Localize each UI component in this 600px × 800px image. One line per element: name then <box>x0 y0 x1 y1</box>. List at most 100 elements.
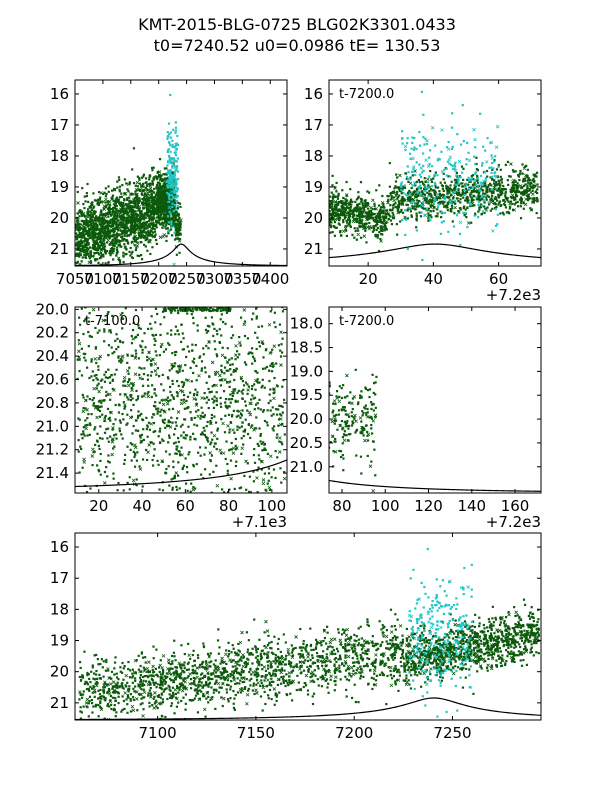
data-point <box>268 393 271 396</box>
data-point <box>410 215 413 218</box>
data-point <box>145 202 148 205</box>
data-point <box>163 221 167 224</box>
data-point <box>425 197 428 200</box>
data-point <box>79 210 82 213</box>
data-point <box>422 113 425 116</box>
data-point <box>254 331 257 334</box>
data-point <box>362 224 365 228</box>
data-point <box>120 210 123 214</box>
data-point <box>203 366 207 369</box>
data-point <box>83 207 86 210</box>
data-point <box>86 240 89 244</box>
data-point <box>79 228 82 231</box>
data-point <box>169 160 172 163</box>
data-point <box>123 407 126 410</box>
data-point <box>358 220 361 223</box>
data-point <box>107 206 111 209</box>
data-point <box>136 218 139 221</box>
data-point <box>267 401 270 405</box>
data-point <box>272 468 276 471</box>
data-point <box>116 212 119 215</box>
data-point <box>187 350 191 353</box>
data-point <box>382 209 387 213</box>
data-point <box>490 190 494 193</box>
data-point <box>146 435 149 438</box>
data-point <box>84 244 87 247</box>
data-point <box>514 170 517 173</box>
data-point <box>190 313 193 316</box>
data-point <box>136 416 140 419</box>
data-point <box>432 177 435 180</box>
data-point <box>442 189 445 193</box>
data-point <box>153 201 156 205</box>
data-point <box>132 321 135 325</box>
data-point <box>420 211 423 214</box>
data-point <box>129 442 132 445</box>
data-point <box>173 170 176 173</box>
data-point <box>150 193 153 197</box>
data-point <box>509 195 512 198</box>
data-point <box>339 213 342 216</box>
data-point <box>345 229 348 232</box>
data-point <box>165 167 168 170</box>
data-point <box>153 207 157 210</box>
data-point <box>334 195 337 198</box>
data-point <box>90 231 93 234</box>
data-point <box>168 197 171 201</box>
data-point <box>176 218 179 221</box>
figure-title-line-2: t0=7240.52 u0=0.0986 tE= 130.53 <box>154 36 441 55</box>
data-point <box>150 233 154 237</box>
data-point <box>99 200 102 203</box>
data-point <box>86 220 89 223</box>
data-point <box>532 173 535 176</box>
data-point <box>135 399 138 402</box>
data-point <box>112 227 115 230</box>
data-point <box>359 225 362 228</box>
data-point <box>160 342 164 347</box>
data-point <box>101 223 104 226</box>
data-point <box>141 377 144 381</box>
data-point <box>80 260 83 263</box>
data-point <box>152 213 155 216</box>
data-point <box>391 216 395 219</box>
data-point <box>490 156 495 161</box>
data-point <box>480 213 483 216</box>
data-point <box>124 212 127 215</box>
data-point <box>515 190 518 193</box>
data-point <box>137 209 140 212</box>
data-point <box>473 214 476 217</box>
data-point <box>434 171 437 174</box>
data-point <box>130 224 133 227</box>
data-point <box>463 194 466 197</box>
data-point <box>512 195 517 200</box>
data-point <box>355 214 358 217</box>
data-point <box>78 236 81 239</box>
data-point <box>87 225 90 228</box>
data-point <box>490 171 493 174</box>
data-point <box>151 231 154 234</box>
data-point <box>263 472 267 475</box>
data-point <box>185 378 188 381</box>
data-point <box>226 472 229 475</box>
data-point <box>478 199 481 202</box>
data-point <box>148 232 151 235</box>
data-point <box>500 188 503 191</box>
data-point <box>459 143 463 146</box>
data-point <box>196 391 199 394</box>
data-point <box>132 403 135 407</box>
data-point <box>100 405 103 408</box>
data-point <box>207 347 210 350</box>
data-point <box>277 344 281 347</box>
data-point <box>145 236 148 239</box>
data-point <box>180 323 183 326</box>
data-point <box>76 235 79 238</box>
data-point <box>512 170 515 173</box>
data-point <box>475 195 478 199</box>
data-point <box>376 219 379 222</box>
data-point <box>115 236 119 239</box>
data-point <box>494 171 497 174</box>
data-point <box>208 451 212 455</box>
data-point <box>178 388 183 393</box>
data-point <box>82 228 85 231</box>
data-point <box>381 210 384 214</box>
